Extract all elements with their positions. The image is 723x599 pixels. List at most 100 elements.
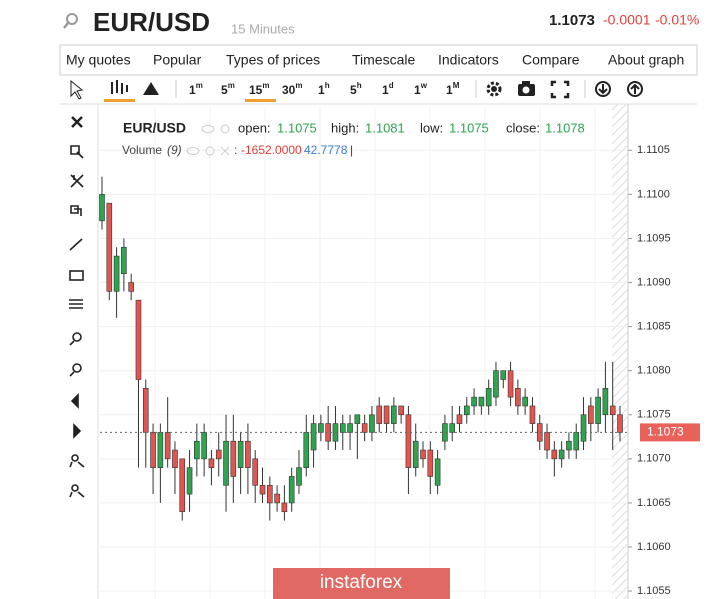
cursor-tool[interactable]	[70, 79, 84, 100]
timeframe[interactable]: 5m	[221, 81, 235, 97]
volume-label: Volume	[122, 143, 162, 157]
y-tick-label: 1.1105	[637, 144, 670, 156]
candle-body	[427, 449, 434, 477]
candle-body	[186, 467, 193, 495]
menu-item[interactable]: Compare	[522, 52, 580, 68]
y-tick-label: 1.1100	[637, 188, 670, 200]
candle-body	[412, 440, 419, 468]
price: 1.1073	[549, 12, 595, 29]
volume-end: |	[350, 143, 353, 157]
candle-body	[391, 405, 397, 424]
timeframe-number[interactable]: 1	[446, 83, 453, 97]
timeframe[interactable]: 15m	[249, 81, 269, 97]
timeframe-number[interactable]: 30	[282, 83, 296, 97]
timeframe[interactable]: 1w	[414, 81, 428, 97]
timeframe-unit[interactable]: h	[325, 81, 330, 90]
candle-body	[442, 423, 448, 442]
timeframe-number[interactable]: 15	[249, 83, 263, 97]
candle-body	[493, 370, 499, 398]
timeframe[interactable]: 1M	[446, 81, 460, 97]
timeframe-unit[interactable]: m	[228, 81, 235, 90]
candles-tool[interactable]	[104, 80, 135, 102]
menu-item[interactable]: Popular	[153, 52, 202, 68]
drawing-tools[interactable]	[69, 116, 85, 498]
candle-body	[522, 396, 528, 407]
timeframe-unit[interactable]: M	[453, 81, 460, 90]
candle-body	[223, 440, 229, 486]
active-underline	[245, 99, 276, 102]
timeframe-unit[interactable]: m	[295, 81, 302, 90]
timeframe-number[interactable]: 5	[350, 83, 357, 97]
last-price-box	[640, 423, 700, 442]
candle-body	[485, 388, 492, 407]
candle-body	[245, 440, 251, 468]
candle-body	[296, 467, 302, 486]
settings-icon[interactable]	[486, 81, 502, 97]
candle-body	[318, 423, 324, 433]
legend-low: 1.1075	[449, 120, 489, 135]
legend-high-label: high:	[331, 120, 359, 135]
candle-body	[376, 405, 383, 424]
timeframe-unit[interactable]: h	[357, 81, 362, 90]
candle-body	[135, 299, 142, 380]
candle-body	[463, 405, 470, 416]
timeframe[interactable]: 30m	[282, 81, 302, 97]
candle-body	[215, 449, 222, 460]
menu-item[interactable]: My quotes	[66, 52, 131, 68]
legend-icons[interactable]	[201, 124, 230, 134]
upload-icon[interactable]	[627, 81, 643, 97]
candle-body	[507, 370, 514, 398]
download-icon[interactable]	[595, 81, 611, 97]
change-percent: -0.01%	[655, 12, 699, 28]
candle-body	[369, 414, 375, 433]
timeframe[interactable]: 1d	[382, 81, 394, 97]
volume-icons[interactable]	[186, 146, 230, 156]
candle-body	[179, 458, 186, 513]
timeframe-unit[interactable]: w	[420, 81, 428, 90]
menu-item[interactable]: Timescale	[352, 52, 415, 68]
legend-high: 1.1081	[365, 120, 405, 135]
candle-body	[121, 246, 127, 275]
candle-body	[405, 414, 412, 468]
timeframe-unit[interactable]: m	[262, 81, 269, 90]
timeframe[interactable]: 5h	[350, 81, 362, 97]
search-icon[interactable]	[63, 13, 78, 29]
candle-body	[515, 388, 521, 407]
candle-body	[339, 423, 346, 433]
candle-body	[398, 405, 404, 416]
candle-body	[609, 405, 616, 416]
timeframe[interactable]: 1h	[318, 81, 330, 97]
y-tick-label: 1.1090	[637, 276, 671, 288]
timeframe-unit[interactable]: d	[389, 81, 394, 90]
volume-sep: :	[234, 143, 237, 157]
camera-icon[interactable]	[518, 81, 535, 96]
candle-body	[208, 458, 215, 468]
candle-body	[536, 423, 543, 442]
menu-item[interactable]: Types of prices	[226, 52, 320, 68]
y-tick-label: 1.1060	[637, 541, 671, 553]
fullscreen-icon[interactable]	[550, 80, 570, 99]
candle-body	[288, 476, 295, 504]
timeframe-unit[interactable]: m	[196, 81, 203, 90]
timeframe-number[interactable]: 5	[221, 83, 228, 97]
timeframe-number[interactable]: 1	[189, 83, 196, 97]
candle-body	[383, 405, 390, 424]
candle-body	[99, 194, 105, 222]
candle-body	[588, 405, 594, 424]
timeframe-number[interactable]: 1	[414, 83, 421, 97]
menu-item[interactable]: About graph	[608, 52, 684, 68]
menu-item[interactable]: Indicators	[438, 52, 499, 68]
candle-body	[558, 449, 565, 460]
area-tool[interactable]	[143, 82, 159, 95]
candle-body	[602, 388, 609, 416]
timeframe-number[interactable]: 1	[382, 83, 389, 97]
y-tick-label: 1.1065	[637, 497, 671, 509]
y-tick-label: 1.1070	[637, 453, 671, 465]
candle-body	[347, 423, 353, 433]
timeframe[interactable]: 1m	[189, 81, 203, 97]
volume-value: 42.7778	[304, 143, 348, 157]
timeframe-number[interactable]: 1	[318, 83, 325, 97]
change: -0.0001	[603, 12, 651, 28]
y-tick-label: 1.1075	[637, 409, 671, 421]
candle-body	[172, 449, 178, 468]
